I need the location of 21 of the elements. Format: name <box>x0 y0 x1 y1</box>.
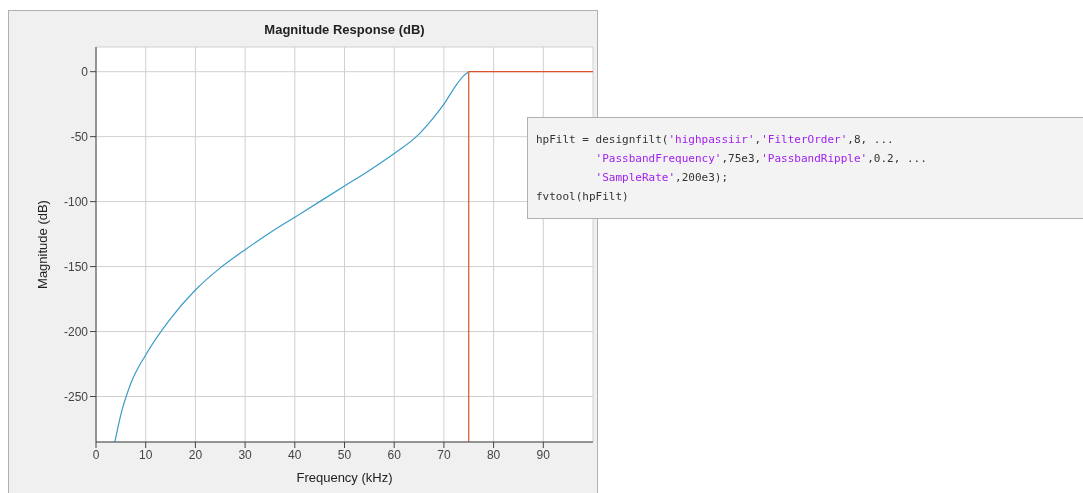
x-tick-label: 90 <box>536 447 551 462</box>
x-tick-label: 60 <box>387 447 402 462</box>
x-tick-label: 80 <box>486 447 501 462</box>
y-axis-title: Magnitude (dB) <box>34 200 50 289</box>
y-tick-label: -200 <box>63 324 89 339</box>
y-tick-label: -250 <box>63 389 89 404</box>
x-tick-label: 10 <box>139 447 153 462</box>
y-tick-label: 0 <box>81 64 89 79</box>
x-tick-label: 20 <box>188 447 203 462</box>
x-tick-label: 0 <box>92 447 100 462</box>
x-tick-label: 70 <box>437 447 451 462</box>
y-tick-label: -150 <box>63 259 89 274</box>
chart-title: Magnitude Response (dB) <box>263 22 426 37</box>
x-tick-label: 40 <box>288 447 302 462</box>
x-tick-label: 50 <box>337 447 352 462</box>
y-tick-label: -50 <box>70 129 89 144</box>
x-axis-title: Frequency (kHz) <box>296 470 393 485</box>
line-series <box>114 71 470 442</box>
code-panel: hpFilt = designfilt('highpassiir','FilterOrder',8, ... 'PassbandFrequency',75e3,'PassbandRipple',0.2, ... 'SampleRate',200e3); fvtool(hpFilt) <box>527 117 1083 219</box>
x-tick-label: 30 <box>238 447 253 462</box>
y-tick-label: -100 <box>63 194 89 209</box>
